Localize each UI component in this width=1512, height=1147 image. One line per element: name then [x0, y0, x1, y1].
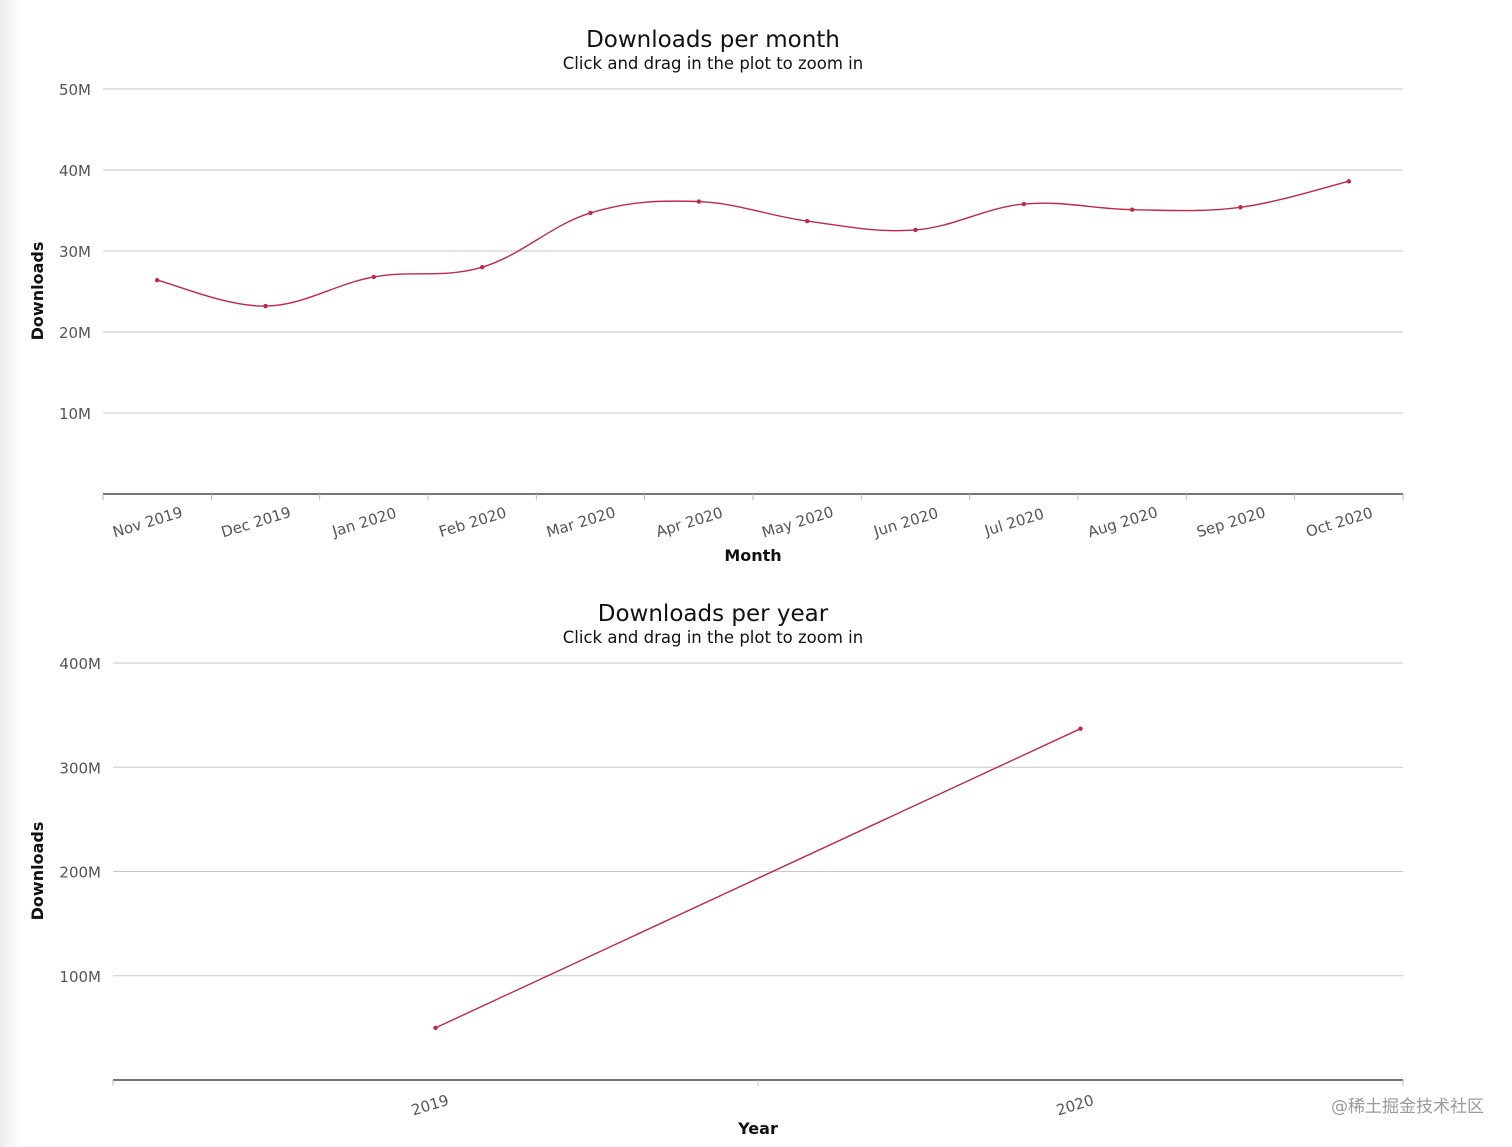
- x-tick-label: Jun 2020: [871, 504, 941, 541]
- data-point: [588, 210, 593, 216]
- series-path: [435, 728, 1081, 1029]
- x-tick-label: Sep 2020: [1194, 503, 1267, 541]
- y-tick-label: 200M: [59, 864, 101, 882]
- data-point: [263, 303, 268, 309]
- chart-subtitle: Click and drag in the plot to zoom in: [563, 54, 863, 73]
- x-tick-label: May 2020: [760, 503, 836, 542]
- data-point: [433, 1025, 438, 1031]
- y-tick-label: 50M: [59, 81, 91, 99]
- y-tick-label: 20M: [59, 324, 91, 342]
- y-tick-label: 400M: [59, 655, 101, 673]
- chart-title: Downloads per year: [598, 601, 829, 627]
- x-tick-label: Aug 2020: [1086, 503, 1160, 541]
- x-axis-ticks: 2019 2020: [409, 1091, 1096, 1119]
- y-axis-ticks: 10M 20M 30M 40M 50M: [59, 81, 91, 423]
- data-point: [154, 277, 160, 283]
- chart-title: Downloads per month: [586, 27, 840, 53]
- data-point: [371, 274, 377, 280]
- data-point: [479, 265, 485, 270]
- y-tick-label: 100M: [59, 968, 101, 986]
- x-axis: [112, 1079, 1404, 1086]
- x-tick-label: Oct 2020: [1304, 504, 1375, 541]
- chart-subtitle: Click and drag in the plot to zoom in: [563, 628, 863, 647]
- y-tick-label: 40M: [59, 162, 91, 180]
- y-tick-label: 30M: [59, 243, 91, 261]
- x-axis-ticks: Nov 2019 Dec 2019 Jan 2020 Feb 2020 Mar 2020…: [111, 503, 1375, 542]
- monthly-downloads-chart[interactable]: Downloads per month Click and drag in th…: [0, 0, 1512, 575]
- yearly-downloads-chart[interactable]: Downloads per year Click and drag in the…: [0, 575, 1512, 1147]
- y-axis-title: Downloads: [28, 822, 47, 921]
- x-axis: [102, 493, 1404, 500]
- y-axis-title: Downloads: [28, 242, 47, 341]
- data-points: [433, 726, 1083, 1031]
- gridlines: [113, 662, 1403, 977]
- data-point: [804, 218, 810, 224]
- y-tick-label: 300M: [59, 759, 101, 777]
- data-point: [913, 227, 918, 233]
- x-tick-label: Jul 2020: [982, 505, 1047, 540]
- data-point: [696, 199, 702, 204]
- x-tick-label: Mar 2020: [544, 503, 617, 541]
- y-axis-ticks: 100M 200M 300M 400M: [59, 655, 101, 986]
- series-path: [157, 180, 1349, 307]
- x-tick-label: Apr 2020: [654, 504, 725, 541]
- data-point: [1129, 207, 1135, 212]
- data-point: [1021, 201, 1027, 207]
- x-tick-label: Nov 2019: [111, 503, 185, 541]
- data-points: [154, 179, 1352, 309]
- x-tick-label: 2020: [1054, 1091, 1096, 1119]
- data-point: [1346, 179, 1352, 184]
- x-tick-label: 2019: [409, 1091, 451, 1119]
- x-tick-label: Jan 2020: [329, 504, 398, 541]
- left-edge-shade: [0, 0, 22, 1147]
- series-line: [157, 180, 1349, 307]
- x-tick-label: Feb 2020: [437, 503, 509, 541]
- x-axis-title: Month: [724, 546, 781, 565]
- data-point: [1078, 726, 1083, 731]
- series-line: [435, 728, 1081, 1029]
- x-axis-title: Year: [737, 1119, 778, 1138]
- gridlines: [103, 88, 1403, 414]
- data-point: [1238, 205, 1243, 210]
- y-tick-label: 10M: [59, 405, 91, 423]
- watermark: @稀土掘金技术社区: [1331, 1097, 1484, 1117]
- x-tick-label: Dec 2019: [219, 503, 293, 541]
